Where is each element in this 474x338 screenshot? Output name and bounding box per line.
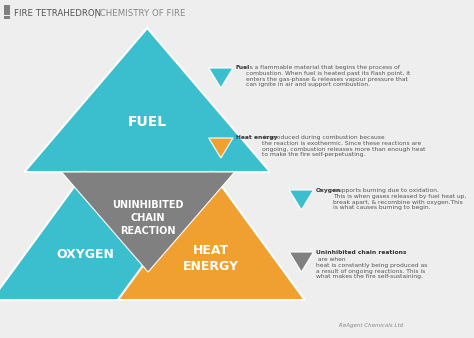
Bar <box>4 16 10 19</box>
Text: are when
heat is constantly being produced as
a result of ongoing reactions. Thi: are when heat is constantly being produc… <box>316 257 428 280</box>
Text: Uninhibited chain reations: Uninhibited chain reations <box>316 250 407 255</box>
Polygon shape <box>118 172 305 300</box>
Text: FIRE TETRAHEDRON: FIRE TETRAHEDRON <box>14 8 101 18</box>
Text: OXYGEN: OXYGEN <box>56 248 114 262</box>
Polygon shape <box>0 172 178 300</box>
Polygon shape <box>209 68 233 88</box>
Text: Oxygen: Oxygen <box>316 188 341 193</box>
Text: ReAgent Chemicals Ltd: ReAgent Chemicals Ltd <box>338 323 403 328</box>
Text: Heat energy: Heat energy <box>236 135 277 140</box>
Text: Fuel: Fuel <box>236 65 250 70</box>
Polygon shape <box>209 138 233 158</box>
Bar <box>4 5 10 15</box>
Polygon shape <box>289 190 313 210</box>
Text: is a flammable material that begins the process of
combustion. When fuel is heat: is a flammable material that begins the … <box>246 65 410 88</box>
Text: FUEL: FUEL <box>128 115 167 129</box>
Text: HEAT
ENERGY: HEAT ENERGY <box>183 243 239 272</box>
Text: supports burning due to oxidation.
This is when gases released by fuel heat up,
: supports burning due to oxidation. This … <box>333 188 466 210</box>
Polygon shape <box>24 28 270 172</box>
Text: UNINHIBITED
CHAIN
REACTION: UNINHIBITED CHAIN REACTION <box>112 200 184 236</box>
Text: | CHEMISTRY OF FIRE: | CHEMISTRY OF FIRE <box>93 8 185 18</box>
Polygon shape <box>289 252 313 272</box>
Text: is produced during combustion because
the reaction is exothermic. Since these re: is produced during combustion because th… <box>262 135 425 158</box>
Polygon shape <box>62 172 235 272</box>
